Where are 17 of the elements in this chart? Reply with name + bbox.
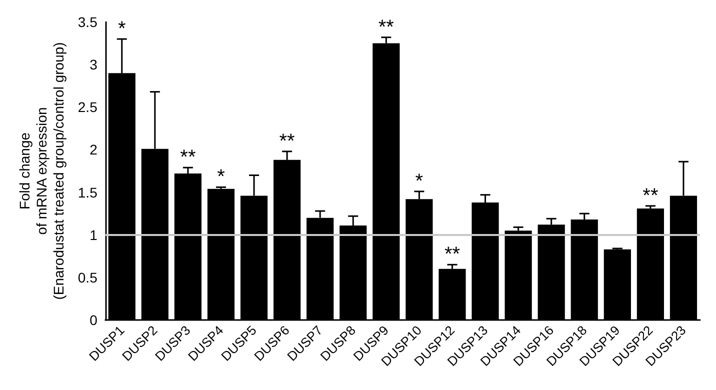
y-tick-label: 0: [90, 312, 98, 328]
y-tick-label: 1: [90, 226, 98, 243]
y-tick-label: 0.5: [78, 269, 98, 286]
y-axis-title: Fold change of mRNA expression (Enarodustat treated group/control group): [16, 42, 66, 300]
annotation: *: [415, 170, 424, 192]
annotation: **: [642, 184, 658, 207]
y-tick-label: 2.5: [78, 99, 98, 116]
y-tick-label: 1.5: [78, 184, 98, 200]
y-tick-label: 2: [90, 142, 98, 158]
annotation: *: [118, 18, 126, 40]
annotation: **: [279, 130, 296, 152]
annotation: **: [444, 244, 460, 266]
y-tick-label: 3: [90, 56, 98, 73]
annotation: *: [217, 166, 226, 188]
annotation: **: [180, 146, 196, 169]
annotation: **: [378, 16, 394, 38]
y-tick-label: 3.5: [78, 14, 98, 30]
